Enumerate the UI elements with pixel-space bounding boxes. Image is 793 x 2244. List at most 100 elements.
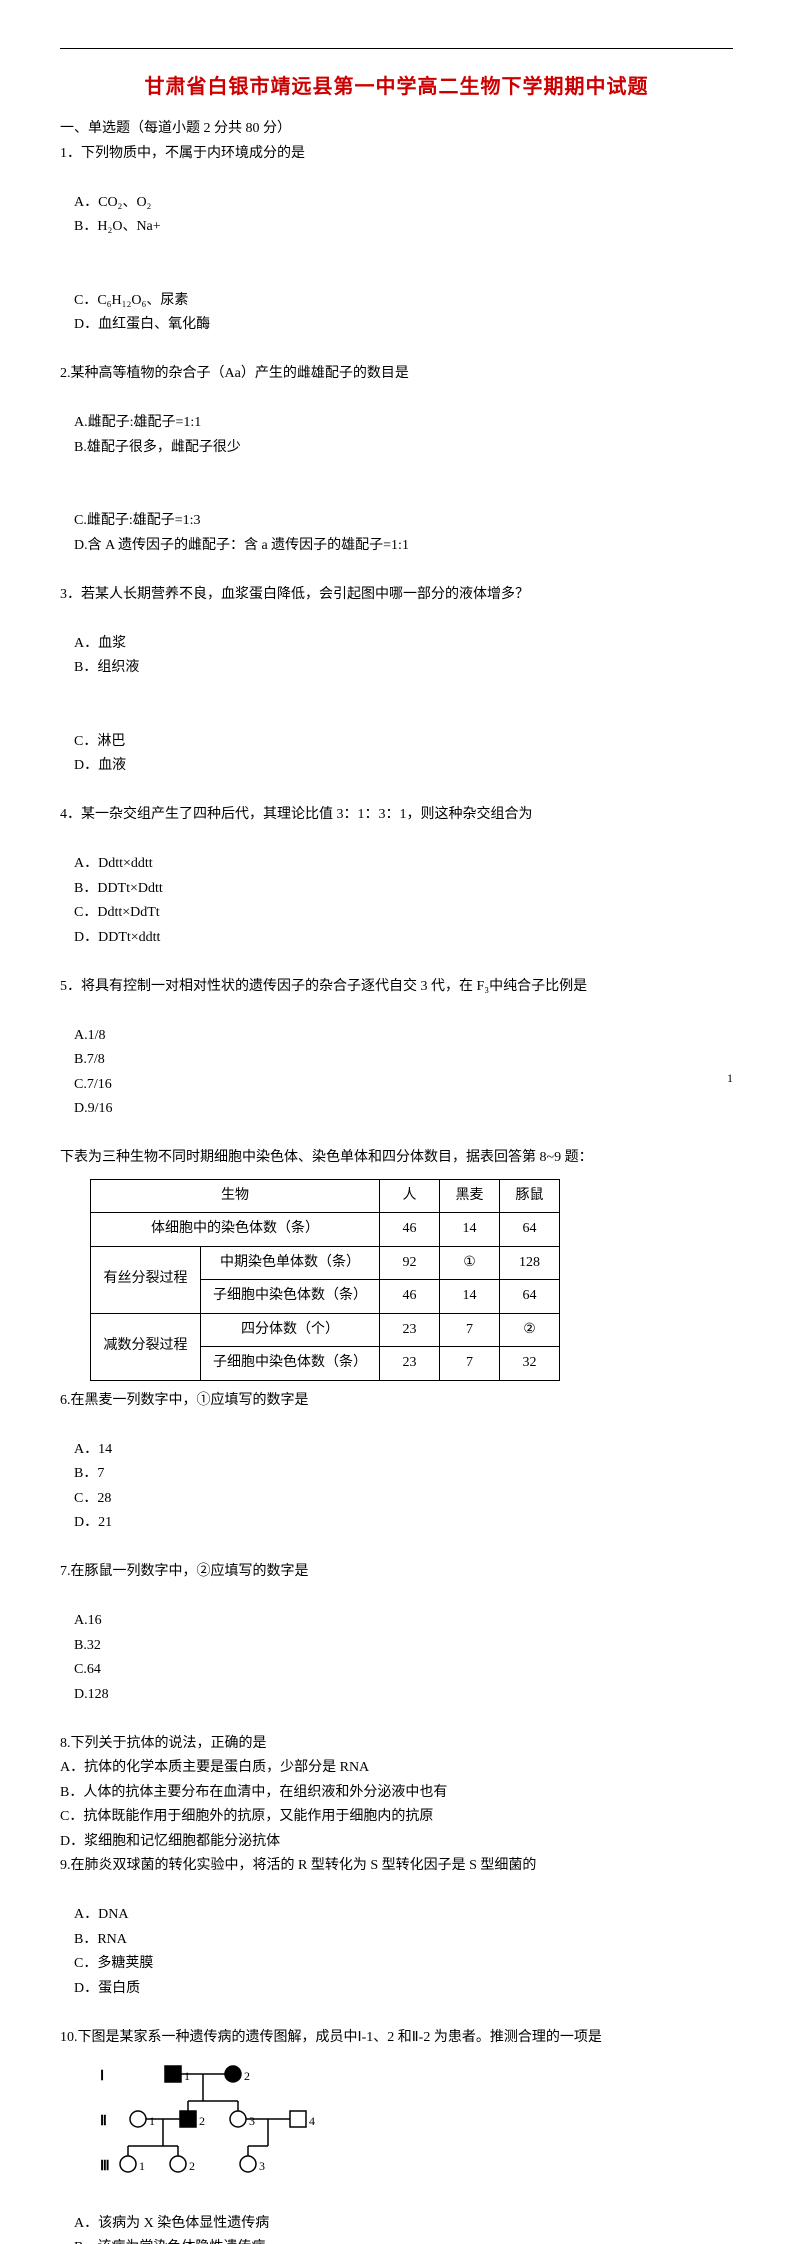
svg-text:Ⅰ: Ⅰ bbox=[100, 2069, 104, 2084]
q5-stem: 5．将具有控制一对相对性状的遗传因子的杂合子逐代自交 3 代，在 F₃中纯合子比… bbox=[60, 975, 733, 1000]
q2-row2: C.雌配子:雄配子=1:3 D.含 A 遗传因子的雌配子：含 a 遗传因子的雄配… bbox=[60, 485, 733, 583]
q2-stem: 2.某种高等植物的杂合子（Aa）产生的雌雄配子的数目是 bbox=[60, 362, 733, 387]
q1-stem: 1．下列物质中，不属于内环境成分的是 bbox=[60, 142, 733, 167]
q5-A: A.1/8 bbox=[74, 1024, 204, 1049]
q1-row1: A．CO₂、O₂ B．H₂O、Na+ bbox=[60, 166, 733, 264]
q6-D: D．21 bbox=[74, 1511, 234, 1536]
svg-text:3: 3 bbox=[259, 2159, 265, 2173]
q7-stem: 7.在豚鼠一列数字中，②应填写的数字是 bbox=[60, 1560, 733, 1585]
q3-D: D．血液 bbox=[74, 754, 234, 779]
row5-v3: 32 bbox=[500, 1347, 560, 1381]
q1-A: A．CO₂、O₂ bbox=[74, 191, 284, 216]
header-divider bbox=[60, 48, 733, 49]
row1-v1: 46 bbox=[380, 1213, 440, 1247]
row3-label: 子细胞中染色体数（条） bbox=[201, 1280, 380, 1314]
th-human: 人 bbox=[380, 1179, 440, 1213]
q9-B: B．RNA bbox=[74, 1928, 204, 1953]
q9-D: D．蛋白质 bbox=[74, 1977, 234, 2002]
q7-D: D.128 bbox=[74, 1683, 234, 1708]
row1-v2: 14 bbox=[440, 1213, 500, 1247]
table-intro: 下表为三种生物不同时期细胞中染色体、染色单体和四分体数目，据表回答第 8~9 题… bbox=[60, 1146, 733, 1171]
q2-C: C.雌配子:雄配子=1:3 bbox=[74, 509, 274, 534]
row4-v2: 7 bbox=[440, 1313, 500, 1347]
q6-stem: 6.在黑麦一列数字中，①应填写的数字是 bbox=[60, 1389, 733, 1414]
q3-A: A．血浆 bbox=[74, 632, 214, 657]
row5-v2: 7 bbox=[440, 1347, 500, 1381]
row3-v2: 14 bbox=[440, 1280, 500, 1314]
svg-text:Ⅲ: Ⅲ bbox=[100, 2159, 110, 2174]
section-header: 一、单选题（每道小题 2 分共 80 分） bbox=[60, 117, 733, 142]
svg-text:3: 3 bbox=[249, 2114, 255, 2128]
th-pig: 豚鼠 bbox=[500, 1179, 560, 1213]
q1-D: D．血红蛋白、氧化酶 bbox=[74, 313, 234, 338]
pedigree-diagram: 1 2 1 2 3 4 1 2 3 Ⅰ Ⅱ Ⅲ bbox=[100, 2056, 733, 2181]
svg-text:1: 1 bbox=[149, 2114, 155, 2128]
q3-C: C．淋巴 bbox=[74, 730, 214, 755]
q10-B: B．该病为常染色体隐性遗传病 bbox=[74, 2236, 265, 2244]
q5-D: D.9/16 bbox=[74, 1097, 234, 1122]
q1-B: B．H₂O、Na+ bbox=[74, 215, 234, 240]
row2-v3: 128 bbox=[500, 1246, 560, 1280]
row5-v1: 23 bbox=[380, 1347, 440, 1381]
q3-row1: A．血浆 B．组织液 bbox=[60, 607, 733, 705]
content-body: 一、单选题（每道小题 2 分共 80 分） 1．下列物质中，不属于内环境成分的是… bbox=[60, 117, 733, 2244]
svg-text:1: 1 bbox=[184, 2069, 190, 2083]
q5-B: B.7/8 bbox=[74, 1048, 204, 1073]
q9-stem: 9.在肺炎双球菌的转化实验中，将活的 R 型转化为 S 型转化因子是 S 型细菌… bbox=[60, 1854, 733, 1879]
section-meiosis: 减数分裂过程 bbox=[91, 1313, 201, 1380]
q6-opts: A．14 B．7 C．28 D．21 bbox=[60, 1413, 733, 1560]
svg-text:Ⅱ: Ⅱ bbox=[100, 2114, 107, 2129]
q6-C: C．28 bbox=[74, 1487, 214, 1512]
svg-text:2: 2 bbox=[199, 2114, 205, 2128]
q6-B: B．7 bbox=[74, 1462, 214, 1487]
svg-text:4: 4 bbox=[309, 2114, 315, 2128]
q10-A: A．该病为 X 染色体显性遗传病 bbox=[74, 2212, 374, 2237]
q8-A: A．抗体的化学本质主要是蛋白质，少部分是 RNA bbox=[60, 1756, 733, 1781]
q3-stem: 3．若某人长期营养不良，血浆蛋白降低，会引起图中哪一部分的液体增多？ bbox=[60, 583, 733, 608]
q9-C: C．多糖荚膜 bbox=[74, 1952, 224, 1977]
q8-B: B．人体的抗体主要分布在血清中，在组织液和外分泌液中也有 bbox=[60, 1781, 733, 1806]
row4-label: 四分体数（个） bbox=[201, 1313, 380, 1347]
q4-stem: 4．某一杂交组产生了四种后代，其理论比值 3：1：3：1，则这种杂交组合为 bbox=[60, 803, 733, 828]
q8-D: D．浆细胞和记忆细胞都能分泌抗体 bbox=[60, 1830, 733, 1855]
q2-A: A.雌配子:雄配子=1:1 bbox=[74, 411, 274, 436]
q9-opts: A．DNA B．RNA C．多糖荚膜 D．蛋白质 bbox=[60, 1879, 733, 2026]
q7-opts: A.16 B.32 C.64 D.128 bbox=[60, 1585, 733, 1732]
q2-D: D.含 A 遗传因子的雌配子：含 a 遗传因子的雄配子=1:1 bbox=[74, 534, 409, 559]
row3-v1: 46 bbox=[380, 1280, 440, 1314]
q4-D: D．DDTt×ddtt bbox=[74, 926, 234, 951]
q8-stem: 8.下列关于抗体的说法，正确的是 bbox=[60, 1732, 733, 1757]
section-mitosis: 有丝分裂过程 bbox=[91, 1246, 201, 1313]
th-organism: 生物 bbox=[91, 1179, 380, 1213]
svg-text:1: 1 bbox=[139, 2159, 145, 2173]
q7-A: A.16 bbox=[74, 1609, 204, 1634]
q4-C: C．Ddtt×DdTt bbox=[74, 901, 209, 926]
q6-A: A．14 bbox=[74, 1438, 214, 1463]
q2-B: B.雄配子很多，雌配子很少 bbox=[74, 436, 241, 461]
row4-v3: ② bbox=[500, 1313, 560, 1347]
q5-opts: A.1/8 B.7/8 C.7/16 D.9/16 bbox=[60, 999, 733, 1146]
row2-label: 中期染色单体数（条） bbox=[201, 1246, 380, 1280]
svg-text:2: 2 bbox=[244, 2069, 250, 2083]
q2-row1: A.雌配子:雄配子=1:1 B.雄配子很多，雌配子很少 bbox=[60, 387, 733, 485]
row1-v3: 64 bbox=[500, 1213, 560, 1247]
page-number: 1 bbox=[727, 1071, 733, 1086]
q3-B: B．组织液 bbox=[74, 656, 234, 681]
q4-A: A．Ddtt×ddtt bbox=[74, 852, 209, 877]
row5-label: 子细胞中染色体数（条） bbox=[201, 1347, 380, 1381]
q7-B: B.32 bbox=[74, 1634, 204, 1659]
q8-C: C．抗体既能作用于细胞外的抗原，又能作用于细胞内的抗原 bbox=[60, 1805, 733, 1830]
row1-label: 体细胞中的染色体数（条） bbox=[91, 1213, 380, 1247]
row2-v2: ① bbox=[440, 1246, 500, 1280]
row4-v1: 23 bbox=[380, 1313, 440, 1347]
exam-title: 甘肃省白银市靖远县第一中学高二生物下学期期中试题 bbox=[60, 70, 733, 99]
q7-C: C.64 bbox=[74, 1658, 204, 1683]
q10-opts: A．该病为 X 染色体显性遗传病 B．该病为常染色体隐性遗传病 bbox=[60, 2187, 733, 2244]
data-table: 生物 人 黑麦 豚鼠 体细胞中的染色体数（条） 46 14 64 有丝分裂过程 … bbox=[90, 1179, 560, 1381]
q5-C: C.7/16 bbox=[74, 1073, 204, 1098]
q1-row2: C．C₆H₁₂O₆、尿素 D．血红蛋白、氧化酶 bbox=[60, 264, 733, 362]
q1-C: C．C₆H₁₂O₆、尿素 bbox=[74, 289, 284, 314]
q4-B: B．DDTt×Ddtt bbox=[74, 877, 209, 902]
row3-v3: 64 bbox=[500, 1280, 560, 1314]
svg-text:2: 2 bbox=[189, 2159, 195, 2173]
